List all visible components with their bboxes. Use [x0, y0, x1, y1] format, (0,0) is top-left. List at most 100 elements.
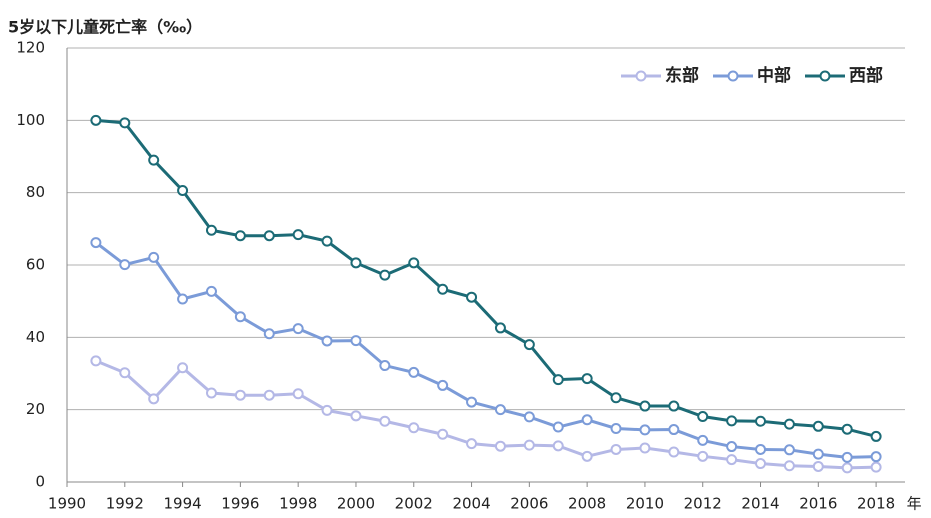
x-tick-label: 2016 [799, 495, 837, 513]
point [523, 411, 535, 423]
series-line [95, 118, 877, 438]
point [870, 430, 882, 442]
point [205, 285, 217, 297]
point [437, 379, 449, 391]
point [90, 355, 102, 367]
y-tick-label: 40 [26, 328, 45, 346]
x-tick-label: 1990 [48, 495, 86, 513]
point [119, 117, 131, 129]
point [726, 441, 738, 453]
point [234, 311, 246, 323]
point [870, 461, 882, 473]
series-line [94, 241, 877, 459]
point [812, 448, 824, 460]
point [234, 389, 246, 401]
point [610, 422, 622, 434]
point [148, 393, 160, 405]
point [90, 237, 102, 249]
x-tick-label: 1992 [106, 495, 144, 513]
legend-label: 中部 [757, 65, 791, 86]
x-tick-label: 2000 [337, 495, 375, 513]
point [234, 230, 246, 242]
point [263, 328, 275, 340]
point [292, 229, 304, 241]
point [812, 420, 824, 432]
point [437, 428, 449, 440]
x-tick-label: 2012 [684, 495, 722, 513]
point [668, 446, 680, 458]
point [292, 388, 304, 400]
point [639, 442, 651, 454]
point [466, 438, 478, 450]
x-tick-label: 1998 [279, 495, 317, 513]
point [726, 454, 738, 466]
point [870, 451, 882, 463]
x-tick-label: 1994 [163, 495, 201, 513]
point [379, 269, 391, 281]
point [437, 283, 449, 295]
point [639, 400, 651, 412]
x-tick-label: 2010 [626, 495, 664, 513]
point [697, 450, 709, 462]
x-tick-label: 2014 [741, 495, 779, 513]
point [552, 421, 564, 433]
point [350, 335, 362, 347]
point [466, 291, 478, 303]
y-tick-label: 120 [16, 39, 45, 57]
legend-marker [727, 70, 739, 82]
point [668, 400, 680, 412]
x-tick-label: 2008 [568, 495, 606, 513]
point [697, 411, 709, 423]
point [494, 404, 506, 416]
y-tick-label: 100 [16, 111, 45, 129]
legend-label: 东部 [665, 65, 699, 86]
point [581, 450, 593, 462]
point [321, 404, 333, 416]
point [350, 257, 362, 269]
point [466, 396, 478, 408]
point [697, 434, 709, 446]
point [263, 230, 275, 242]
x-tick-label: 2018 [857, 495, 895, 513]
point [581, 414, 593, 426]
legend-marker [635, 70, 647, 82]
point [148, 154, 160, 166]
y-tick-label: 20 [26, 400, 45, 418]
point [263, 389, 275, 401]
point [783, 418, 795, 430]
point [90, 114, 102, 126]
point [494, 440, 506, 452]
point [523, 339, 535, 351]
point [841, 462, 853, 474]
point [408, 366, 420, 378]
y-tick-label: 60 [26, 256, 45, 274]
point [148, 251, 160, 263]
point [177, 362, 189, 374]
x-tick-label: 1996 [221, 495, 259, 513]
legend-marker [819, 70, 831, 82]
point [205, 387, 217, 399]
point [552, 374, 564, 386]
point [783, 460, 795, 472]
point [783, 444, 795, 456]
y-tick-label: 80 [26, 183, 45, 201]
x-axis-label: 年 [907, 495, 922, 513]
point [408, 422, 420, 434]
point [523, 439, 535, 451]
point [581, 373, 593, 385]
point [552, 440, 564, 452]
point [668, 424, 680, 436]
point [610, 392, 622, 404]
point [841, 451, 853, 463]
point [321, 335, 333, 347]
point [205, 224, 217, 236]
y-tick-label: 0 [35, 473, 45, 491]
point [841, 423, 853, 435]
point [177, 184, 189, 196]
x-tick-label: 2006 [510, 495, 548, 513]
point [755, 443, 767, 455]
point [119, 367, 131, 379]
chart-title: 5岁以下儿童死亡率（‰） [8, 18, 202, 37]
point [610, 443, 622, 455]
